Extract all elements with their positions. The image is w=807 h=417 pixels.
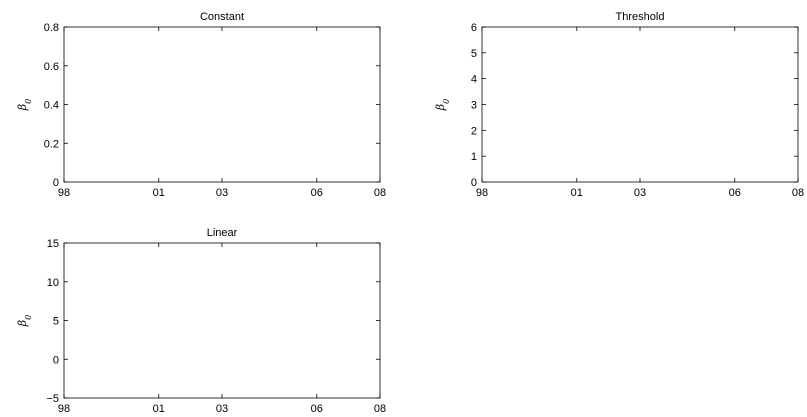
axes-box <box>481 26 799 183</box>
chart-title: Threshold <box>616 11 665 23</box>
y-tick-label: 0.6 <box>44 61 59 73</box>
x-tick-label: 03 <box>216 403 228 415</box>
y-tick-label: 2 <box>471 125 477 137</box>
y-axis-label: β0 <box>434 99 451 111</box>
chart-title: Constant <box>200 11 244 23</box>
y-tick-label: 4 <box>471 74 477 86</box>
x-tick-label: 08 <box>374 187 386 199</box>
y-tick-label: 10 <box>47 277 59 289</box>
y-tick-label: 0.8 <box>44 22 59 34</box>
x-tick-label: 03 <box>634 187 646 199</box>
y-tick-label: 0.4 <box>44 100 59 112</box>
axes-box <box>63 26 381 183</box>
y-tick-label: 15 <box>47 238 59 250</box>
y-tick-label: 5 <box>53 316 59 328</box>
x-tick-label: 98 <box>58 403 70 415</box>
x-tick-label: 01 <box>571 187 583 199</box>
y-tick-label: 5 <box>471 48 477 60</box>
y-tick-label: 0.2 <box>44 138 59 150</box>
panel-constant: Constant β0 98 01 03 06 08 0 0.2 0.4 0.6 0.8 <box>16 11 386 199</box>
x-tick-label: 06 <box>729 187 741 199</box>
x-tick-label: 01 <box>153 403 165 415</box>
y-tick-label: 6 <box>471 22 477 34</box>
x-tick-label: 08 <box>374 403 386 415</box>
x-tick-label: 06 <box>311 403 323 415</box>
panel-linear: Linear β0 98 01 03 06 08 −5 0 5 10 15 <box>16 227 386 415</box>
x-tick-label: 98 <box>58 187 70 199</box>
y-tick-label: 1 <box>471 151 477 163</box>
y-tick-label: 0 <box>53 177 59 189</box>
chart-title: Linear <box>207 227 238 239</box>
x-tick-label: 06 <box>311 187 323 199</box>
x-tick-label: 03 <box>216 187 228 199</box>
axes-box <box>63 242 381 399</box>
y-tick-label: 3 <box>471 100 477 112</box>
x-tick-label: 01 <box>153 187 165 199</box>
x-tick-label: 98 <box>476 187 488 199</box>
y-tick-label: 0 <box>471 177 477 189</box>
y-tick-label: −5 <box>46 393 59 405</box>
y-axis-label: β0 <box>16 315 33 327</box>
y-tick-label: 0 <box>53 354 59 366</box>
y-axis-label: β0 <box>16 99 33 111</box>
x-tick-label: 08 <box>792 187 804 199</box>
